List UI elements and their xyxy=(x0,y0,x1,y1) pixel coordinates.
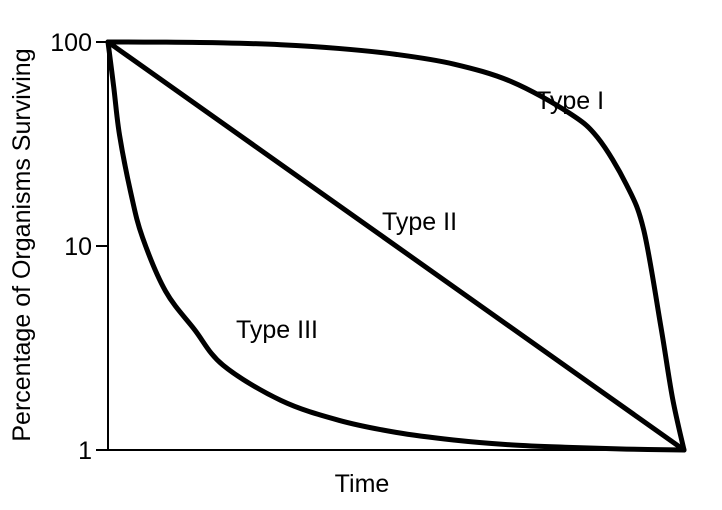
series-line-type-ii xyxy=(105,39,687,453)
series-line-type-i xyxy=(105,39,687,453)
series-group xyxy=(105,39,687,453)
x-axis-label: Time xyxy=(335,470,390,498)
series-line-type-iii xyxy=(105,39,687,453)
y-axis-label: Percentage of Organisms Surviving xyxy=(8,48,36,441)
series-label-type-iii: Type III xyxy=(236,316,318,344)
series-labels: Type I Type II Type III xyxy=(236,87,604,344)
series-label-type-i: Type I xyxy=(536,87,604,115)
series-label-type-ii: Type II xyxy=(382,208,457,236)
y-ticks: 100 10 1 xyxy=(50,29,108,465)
y-tick-label: 1 xyxy=(78,437,92,465)
y-tick-label: 100 xyxy=(50,29,92,57)
y-tick-label: 10 xyxy=(64,233,92,261)
